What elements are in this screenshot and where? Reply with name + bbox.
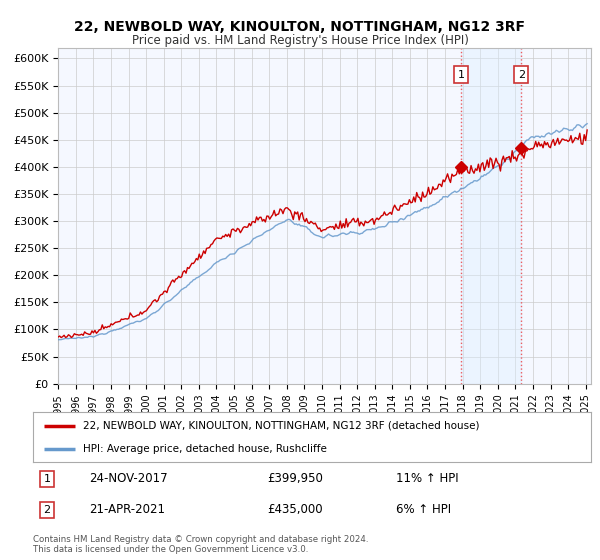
- Text: £399,950: £399,950: [268, 473, 323, 486]
- Text: 1: 1: [43, 474, 50, 484]
- Text: £435,000: £435,000: [268, 503, 323, 516]
- Text: 24-NOV-2017: 24-NOV-2017: [89, 473, 167, 486]
- Text: 6% ↑ HPI: 6% ↑ HPI: [396, 503, 451, 516]
- Text: 2: 2: [518, 69, 525, 80]
- Text: Price paid vs. HM Land Registry's House Price Index (HPI): Price paid vs. HM Land Registry's House …: [131, 34, 469, 46]
- Text: 1: 1: [457, 69, 464, 80]
- Text: 11% ↑ HPI: 11% ↑ HPI: [396, 473, 458, 486]
- Text: 2: 2: [43, 505, 50, 515]
- Bar: [461, 48, 521, 384]
- Text: Contains HM Land Registry data © Crown copyright and database right 2024.
This d: Contains HM Land Registry data © Crown c…: [33, 535, 368, 554]
- Text: 22, NEWBOLD WAY, KINOULTON, NOTTINGHAM, NG12 3RF (detached house): 22, NEWBOLD WAY, KINOULTON, NOTTINGHAM, …: [83, 421, 480, 431]
- Text: 22, NEWBOLD WAY, KINOULTON, NOTTINGHAM, NG12 3RF: 22, NEWBOLD WAY, KINOULTON, NOTTINGHAM, …: [74, 20, 526, 34]
- Text: HPI: Average price, detached house, Rushcliffe: HPI: Average price, detached house, Rush…: [83, 445, 327, 454]
- Text: 21-APR-2021: 21-APR-2021: [89, 503, 165, 516]
